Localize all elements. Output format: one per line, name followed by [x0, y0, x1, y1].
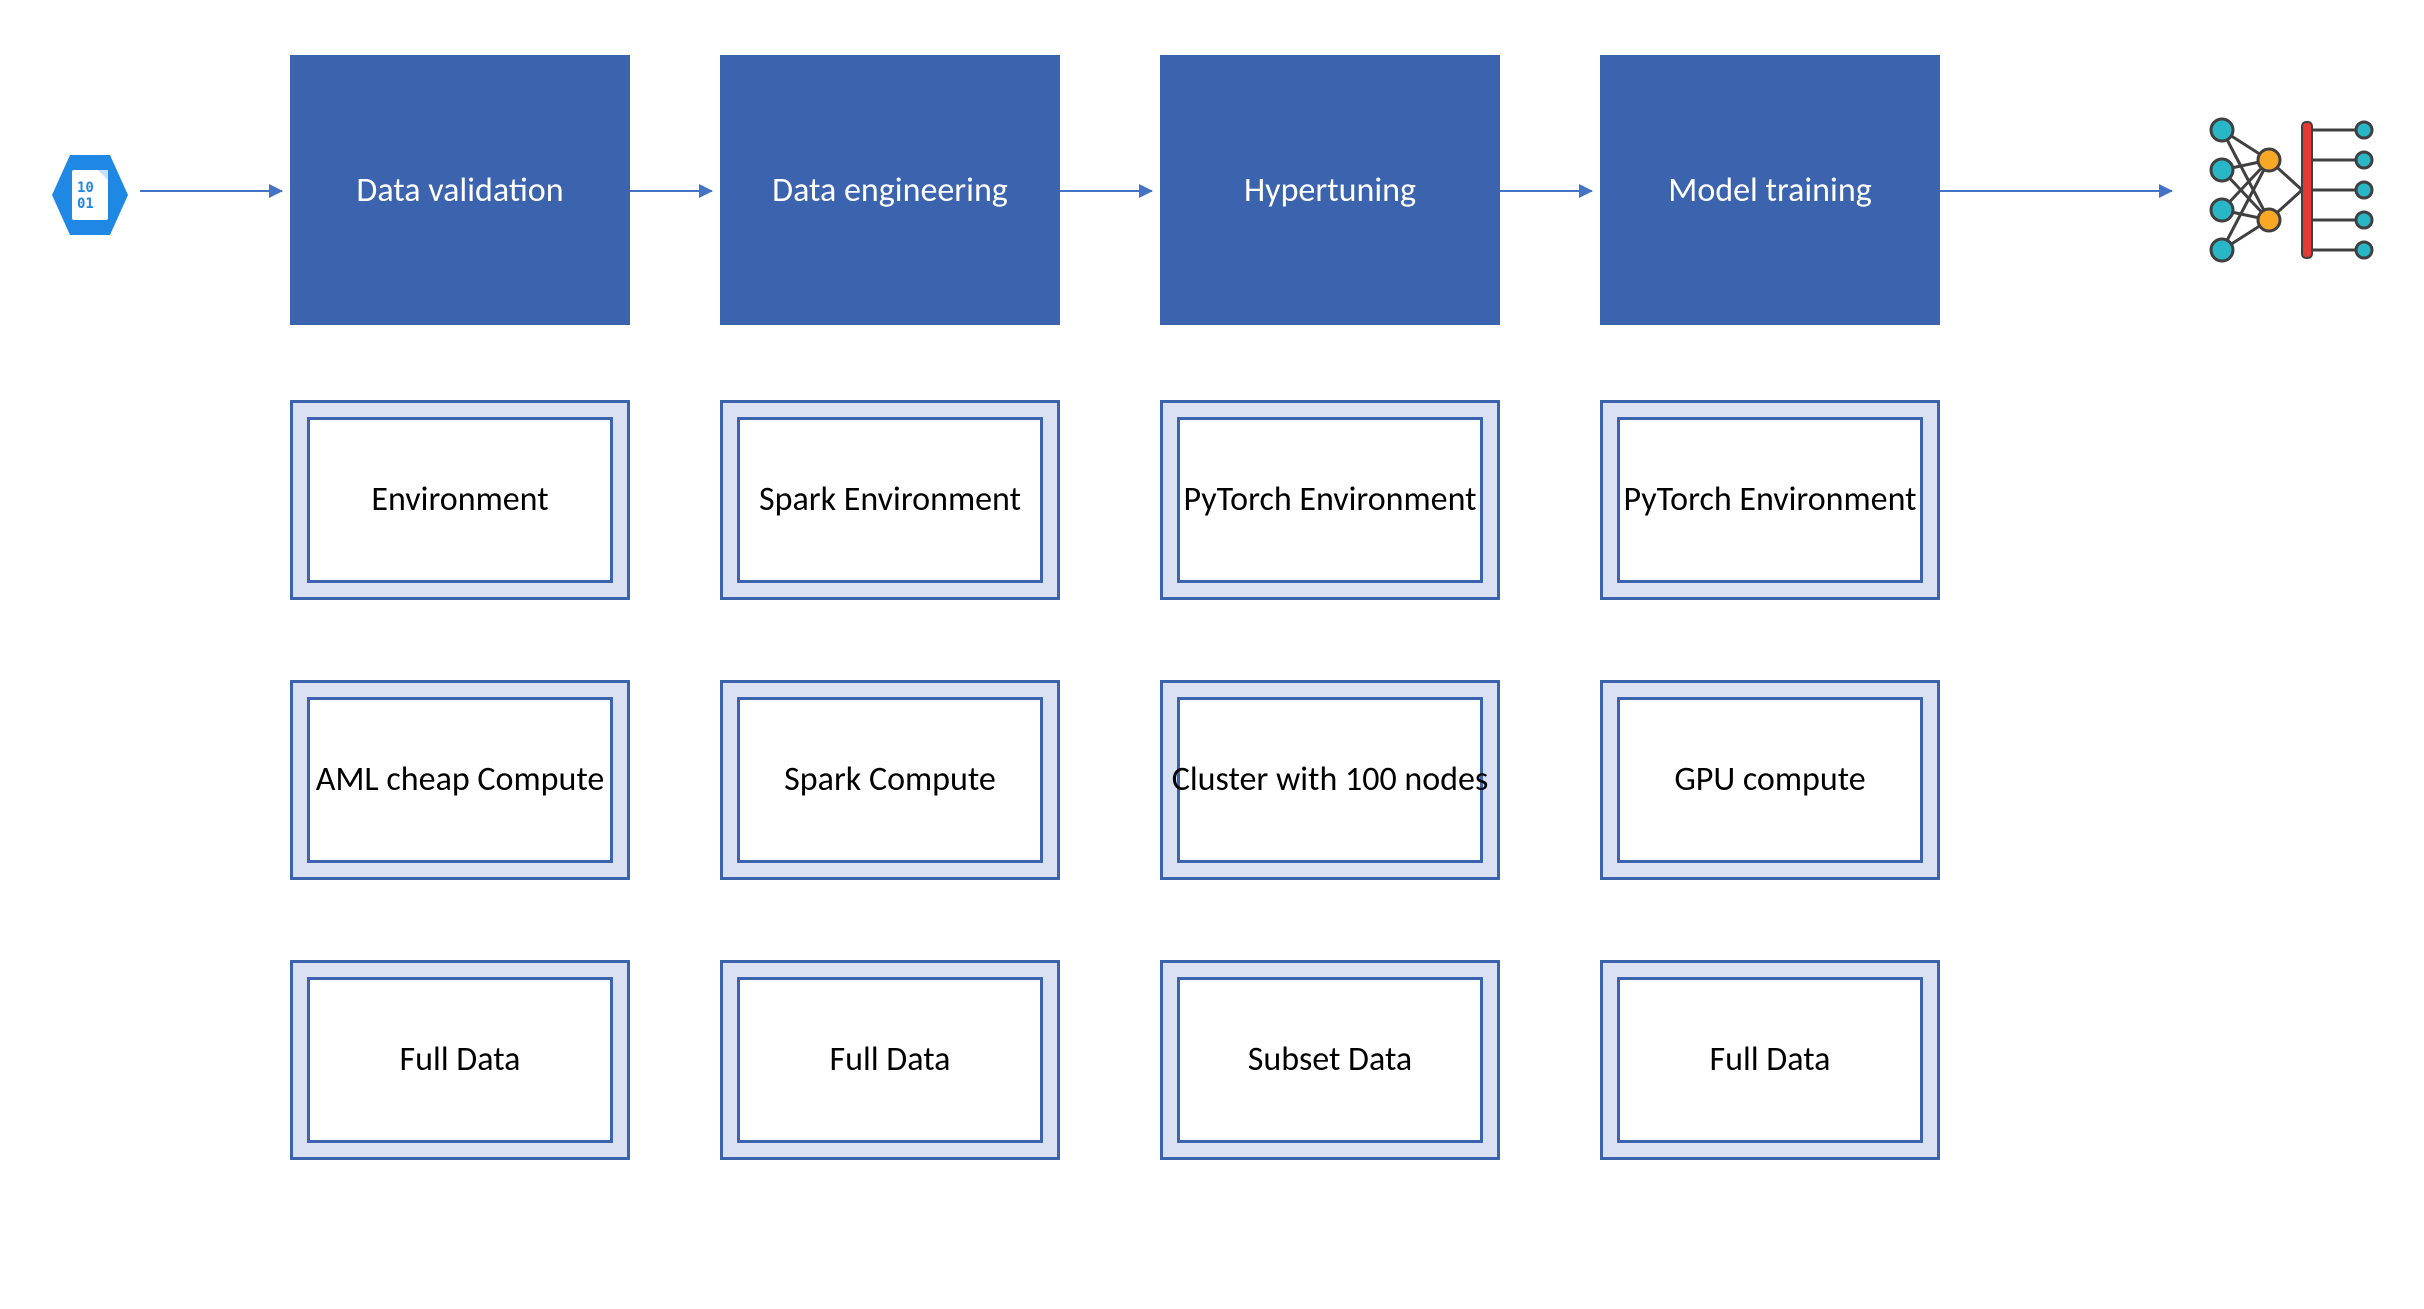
- detail-box-data: Full Data: [1600, 960, 1940, 1160]
- stage-title: Model training: [1668, 170, 1871, 211]
- svg-text:10: 10: [77, 180, 94, 196]
- arrow-source-to-stage1: [140, 190, 282, 192]
- detail-label: Full Data: [1710, 1039, 1831, 1082]
- arrow-stage3-to-stage4: [1500, 190, 1592, 192]
- detail-label: Full Data: [830, 1039, 951, 1082]
- svg-text:01: 01: [77, 196, 94, 212]
- stage-title: Data validation: [356, 170, 563, 211]
- stage-title: Hypertuning: [1244, 170, 1416, 211]
- arrow-stage4-to-output: [1940, 190, 2172, 192]
- detail-label: Environment: [371, 479, 548, 522]
- detail-label: Full Data: [400, 1039, 521, 1082]
- detail-box-env: Environment: [290, 400, 630, 600]
- detail-label: Subset Data: [1248, 1039, 1412, 1082]
- stage-title: Data engineering: [772, 170, 1008, 211]
- detail-label: GPU compute: [1674, 759, 1865, 802]
- stage-box: Model training: [1600, 55, 1940, 325]
- detail-box-compute: Spark Compute: [720, 680, 1060, 880]
- detail-label: PyTorch Environment: [1623, 479, 1916, 522]
- detail-box-compute: Cluster with 100 nodes: [1160, 680, 1500, 880]
- detail-label: Spark Compute: [784, 759, 996, 802]
- arrow-stage2-to-stage3: [1060, 190, 1152, 192]
- detail-box-env: Spark Environment: [720, 400, 1060, 600]
- detail-label: AML cheap Compute: [316, 759, 605, 802]
- detail-box-compute: AML cheap Compute: [290, 680, 630, 880]
- arrow-stage1-to-stage2: [630, 190, 712, 192]
- stage-box: Data validation: [290, 55, 630, 325]
- binary-data-file-icon: 10 01: [50, 150, 130, 240]
- detail-label: Cluster with 100 nodes: [1172, 759, 1489, 802]
- detail-box-data: Subset Data: [1160, 960, 1500, 1160]
- detail-label: PyTorch Environment: [1183, 479, 1476, 522]
- stage-box: Data engineering: [720, 55, 1060, 325]
- detail-box-env: PyTorch Environment: [1160, 400, 1500, 600]
- detail-box-data: Full Data: [720, 960, 1060, 1160]
- detail-label: Spark Environment: [759, 479, 1021, 522]
- detail-box-compute: GPU compute: [1600, 680, 1940, 880]
- stage-box: Hypertuning: [1160, 55, 1500, 325]
- detail-box-data: Full Data: [290, 960, 630, 1160]
- neural-network-icon: [2204, 110, 2384, 270]
- detail-box-env: PyTorch Environment: [1600, 400, 1940, 600]
